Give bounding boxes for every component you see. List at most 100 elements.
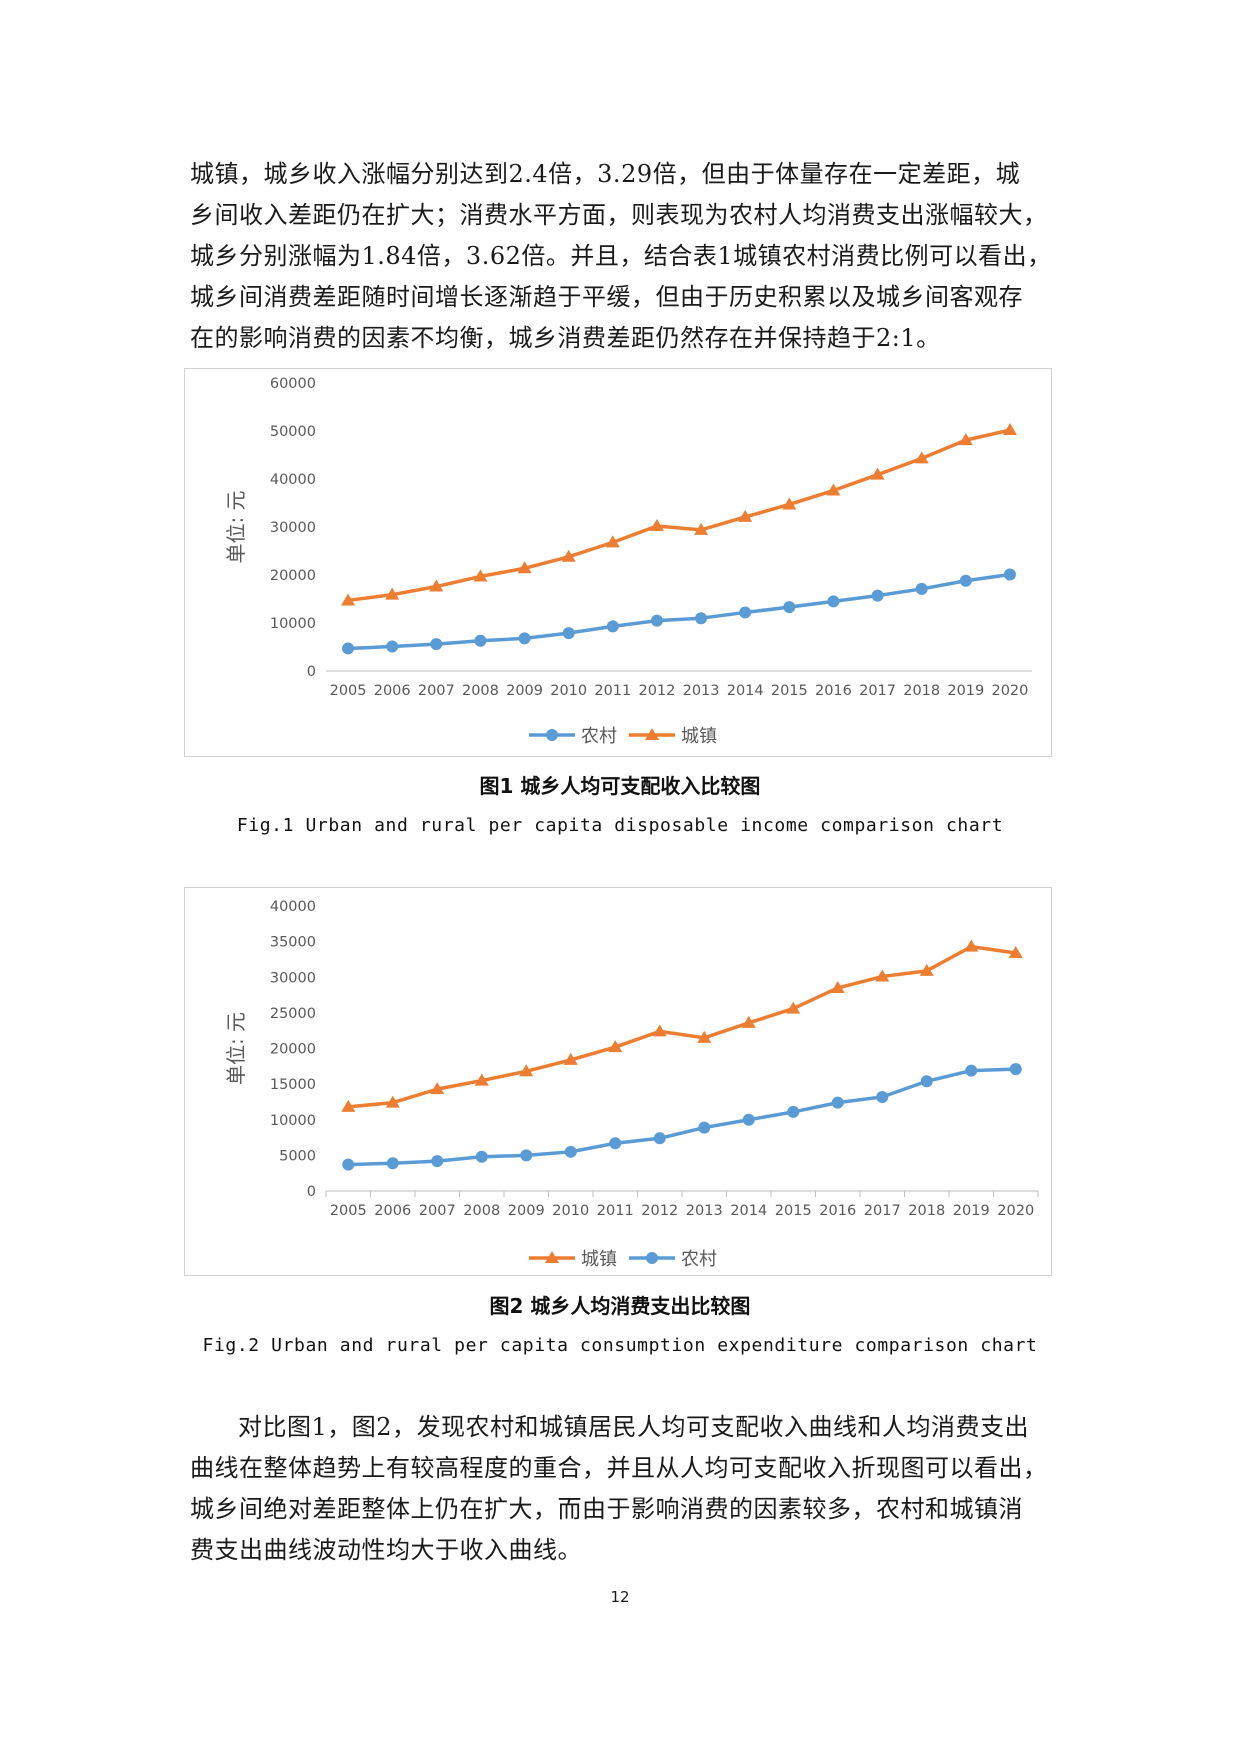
legend-label: 城镇: [581, 1249, 617, 1270]
data-point: [605, 535, 620, 548]
page-number: 12: [610, 1588, 630, 1606]
figure-2-caption-en: Fig.2 Urban and rural per capita consump…: [202, 1335, 1038, 1356]
y-tick-label: 5000: [279, 1148, 316, 1164]
x-tick-label: 2006: [374, 1203, 411, 1219]
y-tick-label: 25000: [270, 1006, 316, 1022]
data-point: [697, 1030, 712, 1043]
data-point: [608, 1040, 623, 1053]
data-point: [958, 433, 973, 446]
y-tick-label: 60000: [270, 376, 316, 392]
x-tick-label: 2016: [815, 683, 852, 699]
x-tick-label: 2019: [953, 1203, 990, 1219]
data-point: [915, 582, 928, 595]
y-tick-label: 20000: [270, 568, 316, 584]
legend-marker: [546, 729, 558, 741]
figure-1-caption-cn: 图1 城乡人均可支配收入比较图: [479, 774, 761, 798]
x-tick-label: 2016: [819, 1203, 856, 1219]
paragraph-line: 城乡分别涨幅为1.84倍，3.62倍。并且，结合表1城镇农村消费比例可以看出，: [190, 242, 1052, 270]
x-tick-label: 2008: [462, 683, 499, 699]
y-tick-label: 50000: [270, 424, 316, 440]
income-chart-svg: 0 10000 20000 30000 40000 50000 60000 2005 2006 2…: [224, 376, 1032, 747]
data-point: [959, 574, 972, 587]
data-point: [965, 1064, 978, 1077]
data-point: [341, 593, 356, 606]
y-tick-label: 0: [307, 1184, 316, 1200]
series-line-农村: [346, 572, 1012, 651]
data-point: [738, 509, 753, 522]
data-point: [783, 601, 796, 614]
x-tick-label: 2011: [594, 683, 631, 699]
income-chart: 0 10000 20000 30000 40000 50000 60000 2005 2006 2…: [184, 368, 1052, 757]
paragraph-line: 费支出曲线波动性均大于收入曲线。: [190, 1536, 582, 1564]
data-point: [786, 1001, 801, 1014]
paragraph-1: 城镇，城乡收入涨幅分别达到2.4倍，3.29倍，但由于体量存在一定差距，城 乡间…: [190, 154, 1070, 359]
data-point: [920, 1075, 933, 1088]
data-point: [742, 1113, 755, 1126]
paragraph-line: 乡间收入差距仍在扩大；消费水平方面，则表现为农村人均消费支出涨幅较大，: [190, 201, 1048, 229]
data-point: [341, 1099, 356, 1112]
data-point: [342, 642, 355, 655]
consumption-chart: 0 5000 10000 15000 20000 25000 30000 35000 40000…: [184, 887, 1052, 1276]
legend-marker: [545, 1251, 559, 1263]
x-tick-label: 2005: [330, 683, 367, 699]
data-point: [342, 1158, 355, 1171]
x-tick-label: 2019: [947, 683, 984, 699]
data-point: [385, 587, 400, 600]
data-point: [1008, 946, 1023, 959]
data-point: [606, 620, 619, 633]
data-point: [520, 1149, 533, 1162]
legend-label: 城镇: [681, 726, 717, 747]
data-point: [652, 1024, 667, 1037]
y-tick-label: 40000: [270, 899, 316, 915]
data-point: [695, 612, 708, 625]
x-tick-label: 2018: [903, 683, 940, 699]
data-point: [694, 522, 709, 535]
figure-2-caption-cn: 图2 城乡人均消费支出比较图: [489, 1294, 751, 1318]
paragraph-line: 城乡间消费差距随时间增长逐渐趋于平缓，但由于历史积累以及城乡间客观存: [190, 283, 1023, 311]
data-point: [739, 606, 752, 619]
data-point: [650, 614, 663, 627]
x-tick-label: 2015: [775, 1203, 812, 1219]
data-point: [431, 1155, 444, 1168]
data-point: [649, 519, 664, 532]
data-point: [474, 634, 487, 647]
data-point: [563, 1052, 578, 1065]
y-tick-label: 35000: [270, 935, 316, 951]
data-point: [919, 963, 934, 976]
data-point: [876, 1090, 889, 1103]
paragraph-line: 对比图1，图2，发现农村和城镇居民人均可支配收入曲线和人均消费支出: [238, 1413, 1030, 1441]
legend-marker: [646, 1252, 658, 1264]
x-tick-label: 2005: [330, 1203, 367, 1219]
data-point: [517, 561, 532, 574]
data-point: [386, 1157, 399, 1170]
data-point: [787, 1105, 800, 1118]
data-point: [964, 939, 979, 952]
data-point: [827, 595, 840, 608]
data-point: [831, 1096, 844, 1109]
x-tick-label: 2020: [997, 1203, 1034, 1219]
data-point: [562, 627, 575, 640]
x-tick-label: 2010: [552, 1203, 589, 1219]
x-tick-label: 2014: [730, 1203, 767, 1219]
series-line-农村: [346, 1067, 1018, 1167]
data-point: [782, 497, 797, 510]
x-tick-label: 2018: [908, 1203, 945, 1219]
data-point: [1003, 568, 1016, 581]
x-tick-label: 2013: [686, 1203, 723, 1219]
data-point: [870, 467, 885, 480]
data-point: [474, 1073, 489, 1086]
data-point: [871, 589, 884, 602]
legend-label: 农村: [581, 726, 617, 747]
x-tick-label: 2017: [859, 683, 896, 699]
data-point: [518, 632, 531, 645]
data-point: [609, 1137, 622, 1150]
x-tick-label: 2011: [597, 1203, 634, 1219]
data-point: [1002, 423, 1017, 436]
y-axis-title: 单位: 元: [224, 490, 248, 563]
x-tick-label: 2008: [463, 1203, 500, 1219]
data-point: [430, 1082, 445, 1095]
data-point: [653, 1132, 666, 1145]
paragraph-line: 在的影响消费的因素不均衡，城乡消费差距仍然存在并保持趋于2:1。: [190, 324, 941, 352]
x-tick-label: 2007: [419, 1203, 456, 1219]
data-point: [564, 1145, 577, 1158]
